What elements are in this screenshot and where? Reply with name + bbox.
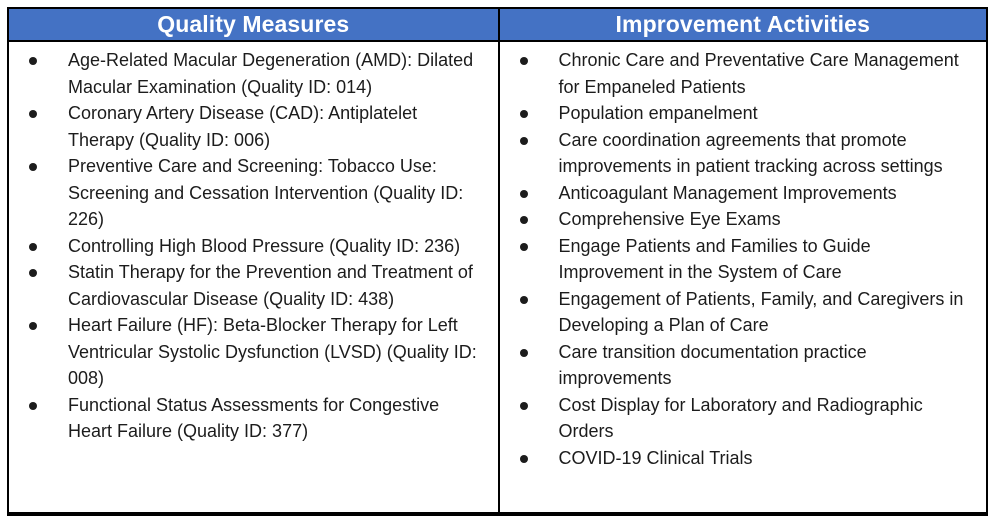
list-item: Functional Status Assessments for Conges… [29, 392, 488, 445]
list-item-text: COVID-19 Clinical Trials [558, 447, 753, 468]
list-item: Engagement of Patients, Family, and Care… [520, 286, 977, 339]
list-item: Statin Therapy for the Prevention and Tr… [29, 259, 488, 312]
list-item: Anticoagulant Management Improvements [520, 180, 977, 207]
bullet-icon [29, 259, 68, 277]
bullet-icon [520, 445, 559, 463]
bullet-icon [520, 47, 559, 65]
quality-measures-header: Quality Measures [9, 9, 498, 42]
list-item: Heart Failure (HF): Beta-Blocker Therapy… [29, 312, 488, 392]
list-item-text: Controlling High Blood Pressure (Quality… [68, 235, 461, 256]
list-item: Population empanelment [520, 100, 977, 127]
list-item-text: Population empanelment [558, 103, 758, 123]
measures-activities-table: Quality Measures Improvement Activities … [7, 7, 988, 516]
list-item: Age-Related Macular Degeneration (AMD): … [29, 47, 488, 100]
list-item-text: Anticoagulant Management Improvements [558, 182, 897, 203]
bullet-icon [520, 206, 559, 224]
list-item: Chronic Care and Preventative Care Manag… [520, 47, 977, 100]
list-item: Comprehensive Eye Exams [520, 206, 977, 233]
quality-measures-list: Age-Related Macular Degeneration (AMD): … [9, 42, 498, 445]
bullet-icon [520, 233, 559, 251]
list-item: Preventive Care and Screening: Tobacco U… [29, 153, 488, 233]
bullet-icon [29, 100, 68, 118]
bullet-icon [29, 312, 68, 330]
list-item-text: Heart Failure (HF): Beta-Blocker Therapy… [68, 315, 477, 388]
list-item: Care transition documentation practice i… [520, 339, 977, 392]
list-item: Coronary Artery Disease (CAD): Antiplate… [29, 100, 488, 153]
bullet-icon [29, 47, 68, 65]
quality-measures-cell: Age-Related Macular Degeneration (AMD): … [9, 42, 498, 512]
list-item: Care coordination agreements that promot… [520, 127, 977, 180]
list-item-text: Preventive Care and Screening: Tobacco U… [68, 156, 464, 229]
bullet-icon [29, 392, 68, 410]
list-item-text: Age-Related Macular Degeneration (AMD): … [68, 50, 474, 97]
list-item-text: Coronary Artery Disease (CAD): Antiplate… [68, 103, 418, 150]
bullet-icon [520, 100, 559, 118]
list-item: COVID-19 Clinical Trials [520, 445, 977, 472]
list-item-text: Functional Status Assessments for Conges… [68, 394, 440, 442]
list-item-text: Engage Patients and Families to Guide Im… [558, 235, 871, 283]
improvement-activities-cell: Chronic Care and Preventative Care Manag… [497, 42, 987, 512]
bullet-icon [520, 392, 559, 410]
bullet-icon [29, 153, 68, 171]
bullet-icon [520, 339, 559, 357]
list-item-text: Cost Display for Laboratory and Radiogra… [558, 394, 923, 442]
list-item: Controlling High Blood Pressure (Quality… [29, 233, 488, 260]
list-item-text: Comprehensive Eye Exams [558, 209, 781, 229]
bullet-icon [520, 180, 559, 198]
list-item-text: Care coordination agreements that promot… [558, 129, 943, 177]
list-item: Cost Display for Laboratory and Radiogra… [520, 392, 977, 445]
bullet-icon [520, 286, 559, 304]
list-item-text: Chronic Care and Preventative Care Manag… [558, 50, 959, 97]
list-item: Engage Patients and Families to Guide Im… [520, 233, 977, 286]
list-item-text: Engagement of Patients, Family, and Care… [558, 288, 964, 336]
bullet-icon [520, 127, 559, 145]
bullet-icon [29, 233, 68, 251]
improvement-activities-header: Improvement Activities [497, 9, 986, 42]
improvement-activities-list: Chronic Care and Preventative Care Manag… [500, 42, 987, 471]
list-item-text: Statin Therapy for the Prevention and Tr… [68, 262, 473, 309]
list-item-text: Care transition documentation practice i… [558, 341, 867, 389]
